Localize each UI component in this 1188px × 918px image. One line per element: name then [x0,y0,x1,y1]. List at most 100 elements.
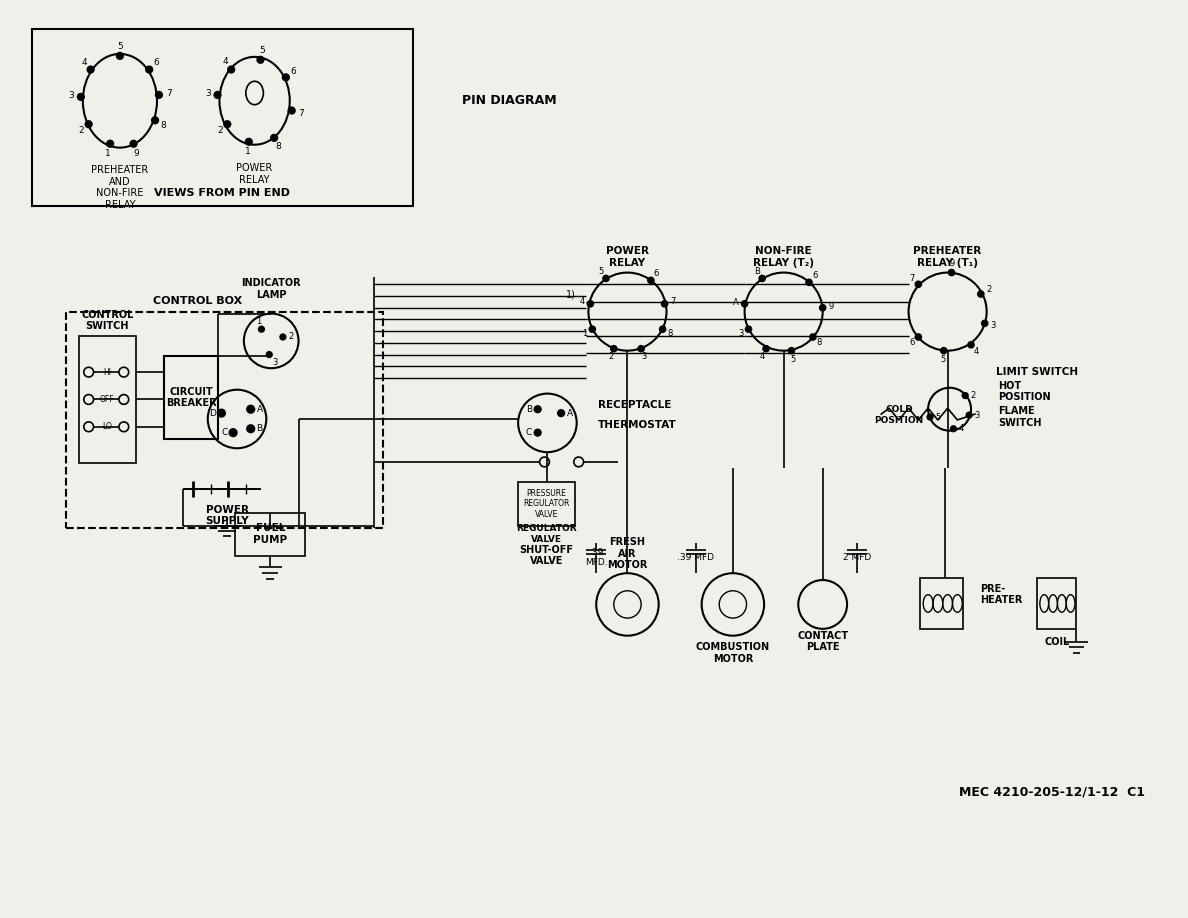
Text: C: C [221,428,227,437]
Text: HI: HI [103,367,112,376]
Text: CONTACT
PLATE: CONTACT PLATE [797,631,848,653]
Text: 4: 4 [959,424,963,433]
Text: .39
MFD.: .39 MFD. [584,548,607,567]
Circle shape [763,345,769,352]
Text: 2 MFD: 2 MFD [842,553,871,562]
Text: 7: 7 [909,274,915,283]
Text: 2: 2 [608,353,613,362]
Text: 5: 5 [118,41,122,50]
Text: 2: 2 [289,332,293,341]
Circle shape [259,326,265,332]
Text: FRESH
AIR
MOTOR: FRESH AIR MOTOR [607,537,647,570]
Text: PIN DIAGRAM: PIN DIAGRAM [461,95,556,107]
Text: 9: 9 [829,302,834,311]
Text: 9: 9 [134,149,139,158]
Circle shape [962,393,968,398]
Circle shape [638,345,644,352]
Text: A: A [257,405,263,414]
Circle shape [107,140,114,147]
Circle shape [247,425,254,432]
Circle shape [927,414,933,420]
Text: 5: 5 [599,266,604,275]
Text: 6: 6 [653,269,659,278]
Circle shape [87,66,94,73]
Text: A: A [733,297,739,307]
Circle shape [659,326,665,332]
Bar [235,512,305,555]
Circle shape [611,345,617,352]
Circle shape [146,66,152,73]
Text: HOT
POSITION: HOT POSITION [998,381,1051,402]
Text: LO: LO [102,422,112,431]
Text: 3: 3 [642,353,646,362]
Circle shape [257,56,264,63]
Circle shape [86,121,93,128]
Text: VIEWS FROM PIN END: VIEWS FROM PIN END [154,188,290,198]
Text: POWER
SUPPLY: POWER SUPPLY [206,505,249,527]
Circle shape [820,305,826,311]
Text: REGULATOR
VALVE: REGULATOR VALVE [516,524,576,543]
Circle shape [247,406,254,413]
Circle shape [647,277,655,284]
Text: 2: 2 [217,126,222,135]
Text: 4: 4 [222,57,228,66]
Text: 3: 3 [68,92,74,100]
Text: THERMOSTAT: THERMOSTAT [599,420,677,430]
Text: NON-FIRE
RELAY (T₂): NON-FIRE RELAY (T₂) [753,246,814,268]
Text: POWER
RELAY: POWER RELAY [236,163,273,185]
Text: 3: 3 [206,89,210,98]
Circle shape [289,107,295,114]
Circle shape [217,409,226,417]
Circle shape [968,341,974,348]
Text: OFF: OFF [100,395,114,404]
Text: 7: 7 [298,108,304,118]
Text: INDICATOR
LAMP: INDICATOR LAMP [241,278,301,300]
Text: A: A [567,409,573,418]
Circle shape [602,275,609,282]
Circle shape [741,301,747,307]
Text: 4: 4 [81,58,87,67]
Circle shape [535,430,541,436]
Text: 9: 9 [949,259,955,268]
Text: 4: 4 [759,353,765,361]
Text: 6: 6 [291,67,297,76]
Bar [78,336,135,463]
Circle shape [589,326,595,332]
Text: FLAME
SWITCH: FLAME SWITCH [998,407,1042,428]
Text: 8: 8 [160,120,166,129]
Text: 3: 3 [738,329,744,338]
Circle shape [948,270,955,275]
Circle shape [810,334,816,340]
Circle shape [152,117,158,124]
Text: 3: 3 [272,358,278,367]
Circle shape [662,301,668,307]
Text: 8: 8 [276,142,282,151]
Text: 4: 4 [580,297,584,307]
Circle shape [116,52,124,60]
Text: MEC 4210-205-12/1-12  C1: MEC 4210-205-12/1-12 C1 [960,785,1145,799]
Circle shape [271,134,278,141]
Text: PREHEATER
RELAY (T₁): PREHEATER RELAY (T₁) [914,246,981,268]
Text: COIL: COIL [1044,636,1069,646]
Circle shape [228,66,234,73]
Text: PRESSURE
REGULATOR
VALVE: PRESSURE REGULATOR VALVE [523,489,569,519]
Text: D: D [209,409,216,418]
Circle shape [745,326,752,332]
Text: PREHEATER
AND
NON-FIRE
RELAY: PREHEATER AND NON-FIRE RELAY [91,165,148,210]
Circle shape [941,348,947,353]
Bar [67,311,384,528]
Circle shape [759,275,765,282]
Text: 6: 6 [153,58,159,67]
Circle shape [557,409,564,417]
Bar [921,578,963,629]
Circle shape [915,281,922,287]
Text: 3: 3 [991,321,996,330]
Circle shape [156,92,163,98]
Circle shape [246,139,252,145]
Text: CIRCUIT
BREAKER: CIRCUIT BREAKER [166,386,216,409]
Text: 6: 6 [813,271,817,280]
Bar [32,28,412,207]
Circle shape [214,92,221,98]
Text: 5: 5 [259,46,265,55]
Text: POWER
RELAY: POWER RELAY [606,246,649,268]
